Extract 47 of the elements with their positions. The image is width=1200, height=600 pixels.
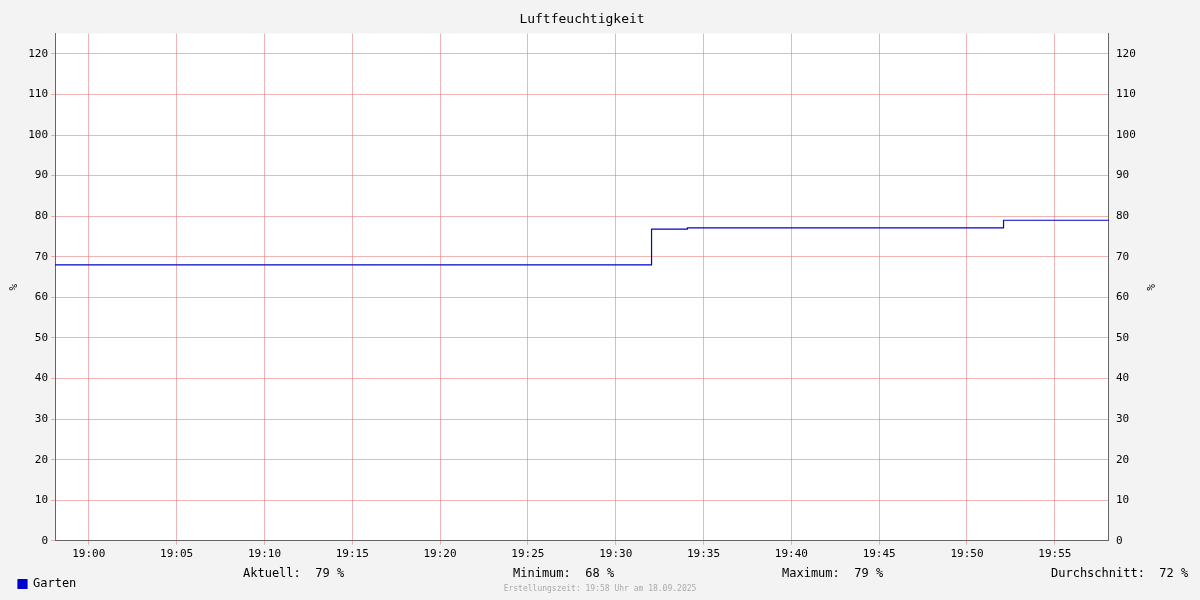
y-tick-label: 110 <box>28 87 49 101</box>
y-tick-label: 50 <box>34 330 49 344</box>
text: Aktuell: 79 % <box>243 566 345 580</box>
x-tick-label: 19:05 <box>160 547 194 561</box>
y-axis-title: % <box>7 283 21 291</box>
x-tick-label: 19:55 <box>1038 547 1072 561</box>
y2-tick-label: 100 <box>1115 127 1136 141</box>
y2-tick-label: 20 <box>1115 452 1130 466</box>
y2-tick-label: 40 <box>1115 371 1130 385</box>
y-tick-label: 0 <box>41 533 49 547</box>
text: Maximum: 79 % <box>782 566 884 580</box>
y2-tick-label: 50 <box>1115 330 1130 344</box>
y-tick-label: 100 <box>28 127 49 141</box>
y-tick-label: 10 <box>34 493 49 507</box>
y-tick-label: 90 <box>34 168 49 182</box>
text: Durchschnitt: 72 % <box>1051 566 1189 580</box>
x-tick-label: 19:15 <box>335 547 369 561</box>
y2-tick-label: 10 <box>1115 493 1130 507</box>
x-tick-label: 19:25 <box>511 547 545 561</box>
y-tick-label: 40 <box>34 371 49 385</box>
y2-tick-label: 0 <box>1115 533 1123 547</box>
text: Erstellungszeit: 19:58 Uhr am 18.09.2025 <box>503 584 697 593</box>
x-tick-label: 19:45 <box>862 547 896 561</box>
legend-label: Garten <box>33 576 77 591</box>
y-tick-label: 30 <box>34 411 49 425</box>
x-tick-label: 19:35 <box>686 547 721 561</box>
y-tick-label: 20 <box>34 452 49 466</box>
x-tick-label: 19:40 <box>774 547 808 561</box>
y2-tick-label: 90 <box>1115 168 1130 182</box>
text: Minimum: 68 % <box>513 566 615 580</box>
x-tick-label: 19:50 <box>950 547 984 561</box>
y2-tick-label: 70 <box>1115 249 1130 263</box>
y-tick-label: 120 <box>28 46 49 60</box>
y-tick-label: 80 <box>34 209 49 223</box>
y2-tick-label: 120 <box>1115 46 1136 60</box>
x-tick-label: 19:10 <box>247 547 282 561</box>
y2-tick-label: 110 <box>1115 87 1136 101</box>
x-tick-label: 19:30 <box>599 547 633 561</box>
y2-tick-label: 80 <box>1115 209 1130 223</box>
x-tick-label: 19:20 <box>423 547 457 561</box>
y-tick-label: 60 <box>34 290 49 304</box>
y2-tick-label: 30 <box>1115 411 1130 425</box>
y-tick-label: 70 <box>34 249 49 263</box>
y2-tick-label: 60 <box>1115 290 1130 304</box>
x-tick-label: 19:00 <box>72 547 106 561</box>
chart-title: Luftfeuchtigkeit <box>519 11 645 27</box>
y2-axis-title: % <box>1143 283 1157 291</box>
